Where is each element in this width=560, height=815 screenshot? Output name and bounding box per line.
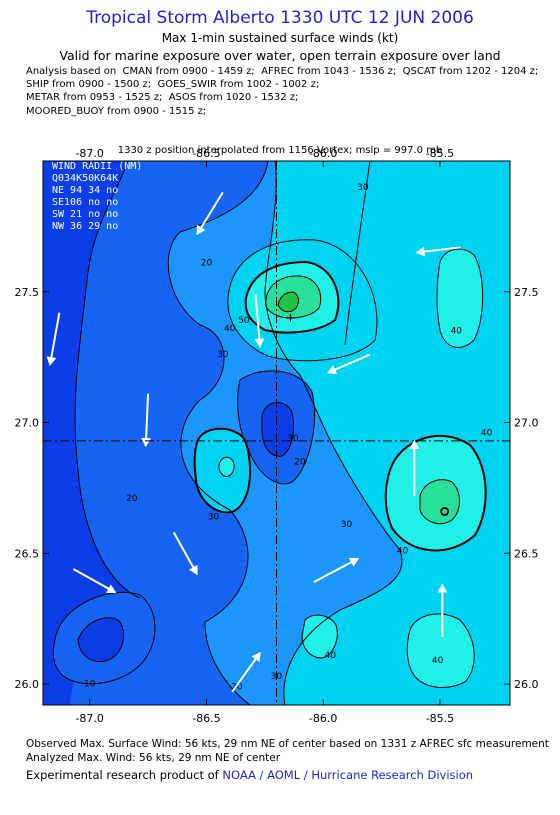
contour-label: 40 — [224, 324, 236, 334]
band-40-50-east — [437, 249, 483, 348]
contour-30 — [264, 161, 403, 705]
y-tick-label-left: 27.0 — [15, 417, 40, 430]
center-crosshair — [43, 161, 510, 705]
band-lt10-center — [262, 402, 294, 457]
plot-frame — [42, 160, 511, 706]
x-tick-label-bottom: -86.0 — [309, 712, 337, 725]
x-tick-label-top: -86.0 — [309, 147, 337, 160]
y-tick-label-right: 26.5 — [514, 547, 539, 560]
contour-40-se — [384, 435, 487, 552]
contour-30-ne — [227, 239, 378, 362]
analysis-line: Analysis based on CMAN from 0900 - 1459 … — [26, 66, 539, 77]
contour-label: 40 — [432, 656, 444, 666]
contour-50-se — [419, 479, 460, 525]
contour-lines — [52, 161, 487, 705]
contour-10-sw — [52, 591, 156, 685]
chart-subtitle: Max 1-min sustained surface winds (kt) — [161, 31, 399, 45]
y-tick-label-right: 27.0 — [514, 417, 539, 430]
band-gt60-ne — [278, 292, 299, 312]
contour-label: 30 — [287, 434, 299, 444]
contour-30-west — [193, 427, 252, 514]
y-tick-label-left: 26.5 — [15, 547, 40, 560]
x-tick-label-top: -86.5 — [192, 147, 220, 160]
contour-label: 20 — [294, 457, 306, 467]
band-40-50-south — [407, 613, 475, 688]
wind-vector — [254, 294, 265, 348]
contour-label: 30 — [357, 183, 369, 193]
contour-30-east-edge — [344, 161, 371, 346]
band-40-50-west — [219, 457, 235, 477]
contour-label: 20 — [126, 494, 138, 504]
hrd-link[interactable]: NOAA / AOML / Hurricane Research Divisio… — [222, 768, 474, 782]
contour-label: 30 — [217, 350, 229, 360]
contour-40-east — [436, 248, 484, 348]
axis-ticks: -87.0 -87.0 -86.5 -86.5 -86.0 -86.0 -85.5 -85.5… — [15, 147, 539, 725]
x-tick-label-top: -87.0 — [75, 147, 103, 160]
x-tick-label-top: -85.5 — [426, 147, 454, 160]
credit-line: Experimental research product of NOAA / … — [26, 768, 473, 782]
analysis-line: METAR from 0953 - 1525 z; ASOS from 1020… — [26, 92, 299, 104]
wind-radii-header: Q034K50K64K — [52, 173, 118, 184]
wind-vector — [326, 353, 371, 375]
contour-label: 30 — [208, 512, 220, 522]
y-tick-label-right: 26.0 — [514, 678, 539, 691]
observed-max-wind: Observed Max. Surface Wind: 56 kts, 29 n… — [26, 738, 549, 750]
contour-label: 30 — [341, 520, 353, 530]
chart-title: Tropical Storm Alberto 1330 UTC 12 JUN 2… — [86, 8, 474, 28]
wind-vector — [313, 557, 360, 583]
contour-20 — [167, 161, 269, 705]
credit-prefix: Experimental research product of — [26, 768, 223, 782]
contour-label: 40 — [324, 651, 336, 661]
y-tick-label-left: 27.5 — [15, 286, 40, 299]
contour-label: 50 — [238, 316, 250, 326]
wind-vector-layer — [46, 191, 462, 693]
analysis-line: SHIP from 0900 - 1500 z; GOES_SWIR from … — [26, 79, 320, 91]
validity-note: Valid for marine exposure over water, op… — [59, 48, 501, 63]
wind-radii-box: WIND RADII (NM) Q034K50K64K NE 94 34 no … — [52, 161, 142, 232]
wind-radii-row: SW 21 no no — [52, 209, 118, 220]
contour-label: 20 — [231, 682, 243, 692]
x-tick-label-bottom: -87.0 — [75, 712, 103, 725]
contour-label: 40 — [451, 327, 463, 337]
maximum-marker-layer — [286, 313, 450, 516]
wind-vector — [46, 312, 61, 366]
x-tick-label-bottom: -86.5 — [192, 712, 220, 725]
wind-vector — [196, 191, 224, 236]
contour-label: 40 — [397, 546, 409, 556]
contour-label: 10 — [84, 680, 96, 690]
contour-label: 20 — [201, 259, 213, 269]
wind-radii-row: NW 36 29 no — [52, 221, 118, 232]
wind-vector — [231, 651, 261, 693]
contour-40-south — [406, 613, 475, 688]
wind-radii-row: NE 94 34 no — [52, 185, 118, 196]
wind-radii-title: WIND RADII (NM) — [52, 161, 142, 172]
contour-5-sw — [77, 617, 124, 663]
analysis-line: MOORED_BUOY from 0900 - 1515 z; — [26, 105, 207, 117]
wind-vector — [415, 246, 462, 257]
analysis-sources: Analysis based on CMAN from 0900 - 1459 … — [26, 65, 538, 118]
contour-label: 40 — [481, 429, 493, 439]
y-tick-label-left: 26.0 — [15, 678, 40, 691]
band-40-50-sw — [302, 615, 338, 658]
analyzed-max-wind: Analyzed Max. Wind: 56 kts, 29 nm NE of … — [26, 752, 281, 764]
contour-10 — [74, 161, 141, 599]
contour-50-ne — [265, 275, 322, 319]
y-tick-label-right: 27.5 — [514, 286, 539, 299]
band-lt10 — [43, 161, 140, 705]
position-note: 1330 z position interpolated from 1156 V… — [117, 145, 443, 156]
wind-radii-row: SE106 no no — [52, 197, 118, 208]
x-tick-label-bottom: -85.5 — [426, 712, 454, 725]
band-lt10-sw — [78, 617, 124, 662]
wind-vector — [172, 531, 198, 576]
secondary-max-marker — [440, 507, 450, 516]
contour-60-ne — [277, 291, 299, 313]
wind-vector — [72, 568, 117, 594]
contour-20-center — [237, 370, 315, 485]
contour-40-sw — [301, 614, 338, 659]
band-50-60-se — [420, 479, 460, 524]
contour-40-west — [218, 456, 235, 477]
wind-vector — [141, 393, 152, 448]
